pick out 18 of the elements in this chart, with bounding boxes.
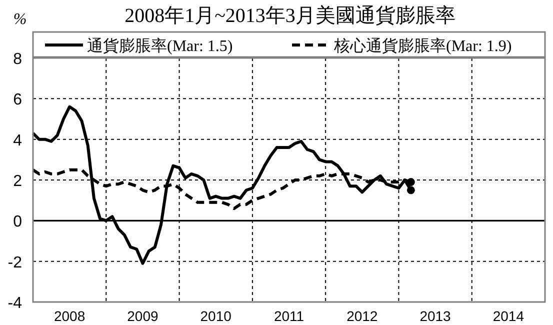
y-tick-label: 0: [13, 214, 22, 231]
x-tick-label: 2012: [346, 308, 378, 324]
x-tick-label: 2009: [127, 308, 158, 324]
y-tick-label: -2: [8, 254, 22, 272]
x-tick-label: 2014: [492, 308, 524, 324]
y-tick-label: 6: [13, 92, 22, 109]
y-tick-label: -4: [8, 295, 22, 312]
y-tick-label: 8: [13, 51, 22, 68]
x-tick-label: 2013: [420, 308, 452, 324]
x-tick-label: 2010: [200, 308, 232, 324]
x-tick-label: 2008: [54, 308, 86, 324]
y-axis-title: %: [13, 11, 27, 28]
chart-title: 2008年1月~2013年3月美國通貨膨脹率: [124, 4, 456, 27]
legend-label: 通貨膨脹率(Mar: 1.5): [87, 37, 233, 55]
x-tick-label: 2011: [274, 308, 304, 324]
y-tick-label: 2: [13, 173, 22, 190]
legend-label: 核心通貨膨脹率(Mar: 1.9): [333, 37, 512, 55]
y-tick-label: 4: [13, 132, 22, 150]
